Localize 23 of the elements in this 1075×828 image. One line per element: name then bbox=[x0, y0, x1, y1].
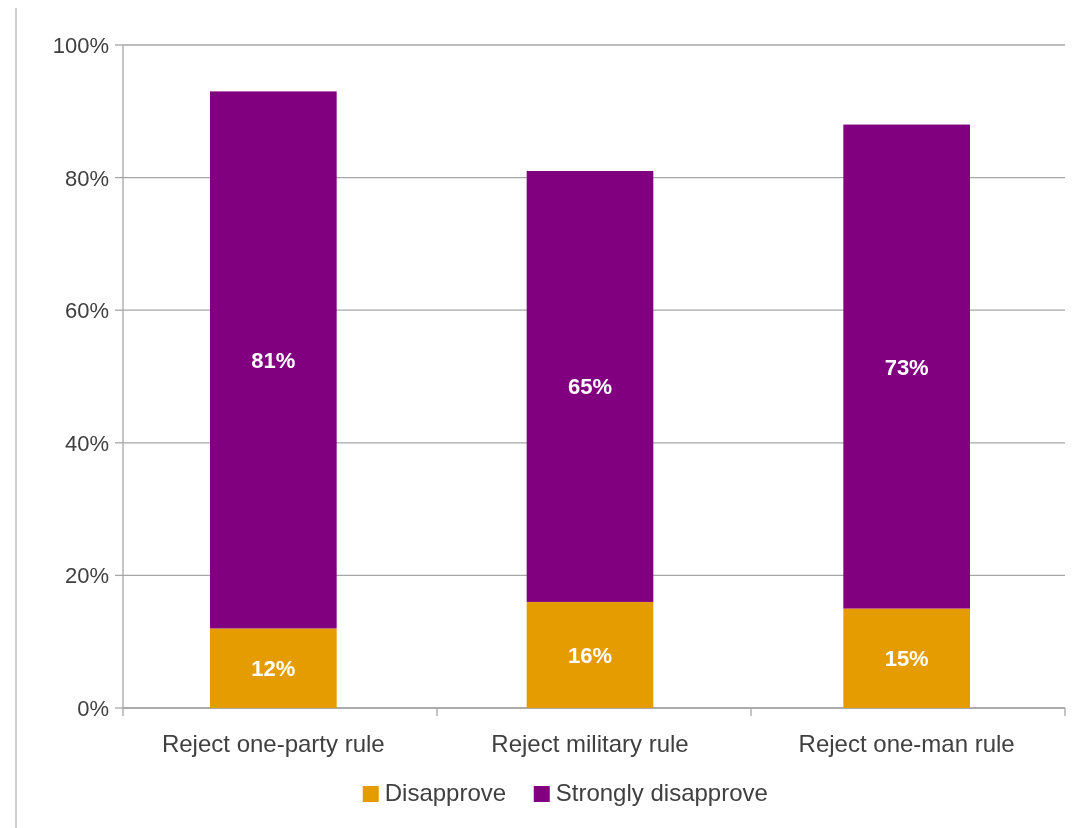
data-label: 12% bbox=[251, 656, 296, 682]
y-tick-label: 20% bbox=[64, 563, 109, 589]
data-label: 15% bbox=[884, 646, 929, 672]
x-tick-label: Reject one-man rule bbox=[798, 730, 1015, 757]
x-tick-label: Reject one-party rule bbox=[161, 730, 385, 757]
y-tick-label: 80% bbox=[64, 165, 109, 191]
bar bbox=[843, 124, 970, 609]
bar bbox=[210, 91, 337, 629]
bar bbox=[843, 608, 970, 708]
legend-label: Strongly disapprove bbox=[555, 779, 768, 806]
legend-label: Disapprove bbox=[384, 779, 507, 806]
y-tick-label: 60% bbox=[64, 298, 109, 324]
bar bbox=[526, 601, 654, 708]
data-label: 65% bbox=[567, 374, 613, 400]
x-tick-label: Reject military rule bbox=[491, 730, 689, 757]
bar bbox=[210, 628, 337, 708]
data-label: 16% bbox=[567, 642, 613, 668]
bar bbox=[526, 170, 654, 602]
data-label: 73% bbox=[884, 354, 929, 380]
y-tick-label: 40% bbox=[64, 430, 109, 456]
y-tick-label: 0% bbox=[77, 696, 109, 721]
data-label: 81% bbox=[251, 347, 296, 373]
y-tick-label: 100% bbox=[52, 33, 109, 58]
